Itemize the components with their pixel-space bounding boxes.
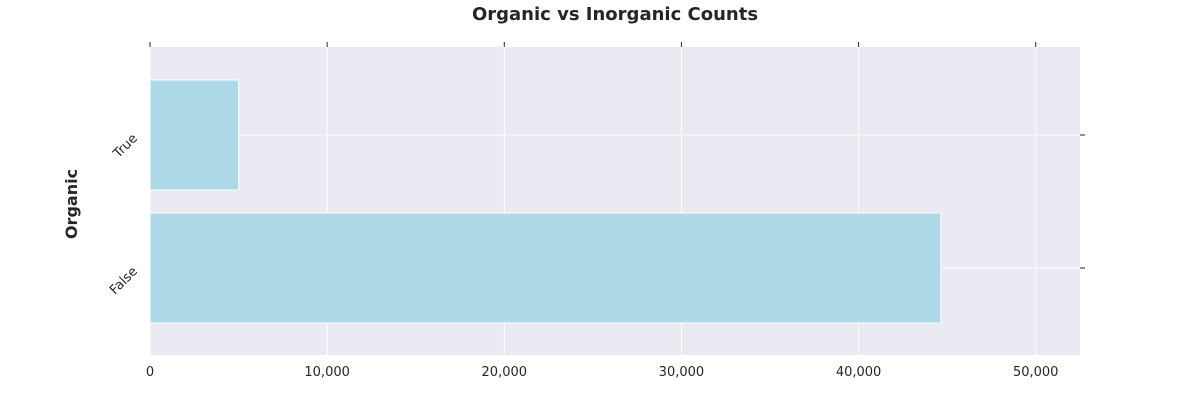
y-axis-label: Organic — [62, 169, 81, 239]
x-tick-label: 20,000 — [482, 365, 528, 380]
x-tick-label: 40,000 — [836, 365, 882, 380]
bars — [149, 79, 942, 324]
x-tick-label: 0 — [146, 365, 154, 380]
y-tick-label: True — [110, 131, 141, 162]
y-tick-label: False — [107, 264, 141, 298]
x-tick-labels: 0 10,000 20,000 30,000 40,000 50,000 — [146, 365, 1059, 380]
x-tick-label: 30,000 — [659, 365, 705, 380]
tick-marks — [149, 42, 1085, 269]
x-tick-label: 10,000 — [304, 365, 350, 380]
bar — [149, 79, 240, 191]
y-tick-labels: True False — [107, 131, 141, 298]
x-tick-label: 50,000 — [1013, 365, 1059, 380]
bar — [149, 212, 942, 324]
chart-title: Organic vs Inorganic Counts — [472, 4, 758, 25]
